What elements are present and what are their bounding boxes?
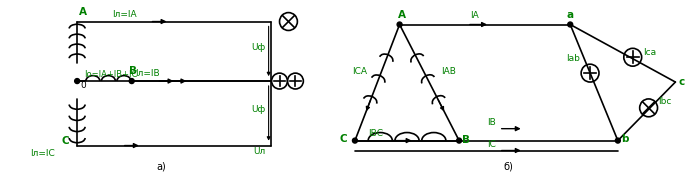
Text: IС: IС [487, 140, 496, 149]
Text: IВ: IВ [487, 118, 496, 127]
Text: А: А [79, 7, 87, 17]
Text: Iо=IА+IВ+IС: Iо=IА+IВ+IС [84, 70, 137, 79]
Text: Ica: Ica [643, 48, 656, 57]
Text: Iл=IА: Iл=IА [112, 10, 137, 19]
Text: Uф: Uф [251, 43, 266, 52]
Text: Uф: Uф [251, 105, 266, 114]
Circle shape [129, 78, 134, 84]
Text: Iл=IВ: Iл=IВ [135, 69, 160, 78]
Circle shape [397, 22, 402, 27]
Text: с: с [678, 77, 684, 87]
Text: Ibc: Ibc [659, 97, 672, 106]
Text: b: b [621, 134, 628, 144]
Text: б): б) [504, 161, 514, 171]
Text: А: А [398, 10, 405, 20]
Text: Iab: Iab [566, 54, 580, 63]
Circle shape [616, 138, 620, 143]
Circle shape [353, 138, 357, 143]
Text: В: В [128, 66, 137, 76]
Text: С: С [61, 136, 69, 146]
Text: IА: IА [471, 11, 480, 20]
Text: IВС: IВС [368, 129, 383, 138]
Text: Uл: Uл [253, 147, 266, 156]
Text: В: В [462, 135, 470, 144]
Text: С: С [339, 134, 347, 144]
Text: а): а) [157, 161, 167, 171]
Circle shape [457, 138, 462, 143]
Circle shape [75, 78, 80, 84]
Text: IАВ: IАВ [441, 67, 456, 76]
Text: а: а [566, 10, 573, 20]
Circle shape [568, 22, 573, 27]
Text: 0: 0 [80, 81, 86, 90]
Text: IСА: IСА [352, 67, 367, 76]
Text: Iл=IС: Iл=IС [31, 149, 56, 158]
